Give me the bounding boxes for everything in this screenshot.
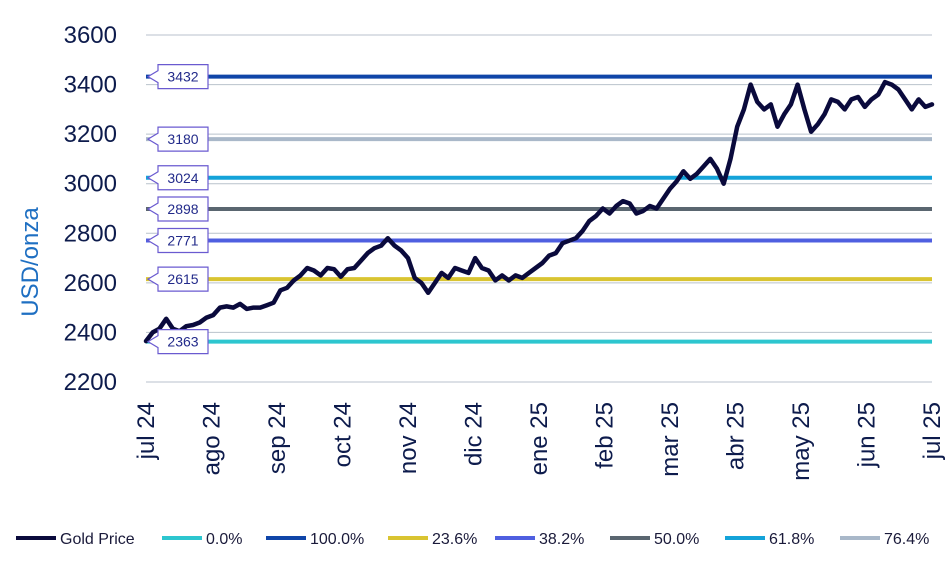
legend-item: 0.0% [162, 531, 242, 548]
legend-item: 100.0% [266, 531, 364, 548]
x-tick-label: dic 24 [461, 402, 488, 466]
level-value-label: 2771 [167, 232, 198, 248]
level-callout: 2771 [146, 227, 209, 254]
fibonacci-levels [146, 74, 932, 344]
y-axis-title: USD/onza [17, 207, 44, 317]
y-tick-label: 3200 [64, 121, 117, 148]
x-tick-label: ene 25 [526, 402, 553, 475]
legend-label: 0.0% [206, 531, 242, 548]
level-callout: 3432 [146, 64, 209, 90]
callout-box [146, 196, 209, 222]
legend-label: 23.6% [432, 531, 477, 548]
callout-box [146, 227, 209, 254]
callout-box [146, 64, 209, 90]
level-callout: 2363 [146, 328, 209, 355]
x-tick-label: jul 24 [133, 402, 160, 460]
x-tick-label: ago 24 [199, 402, 226, 475]
legend-label: 38.2% [539, 531, 584, 548]
legend-item: 76.4% [840, 531, 929, 548]
level-value-label: 3024 [167, 170, 198, 186]
x-tick-label: oct 24 [330, 402, 357, 467]
y-tick-label: 2800 [64, 220, 117, 247]
x-tick-label: mar 25 [657, 402, 684, 477]
level-value-label: 2363 [167, 334, 198, 350]
legend-label: 76.4% [884, 531, 929, 548]
legend-item: 23.6% [388, 531, 477, 548]
level-callout: 2898 [146, 196, 209, 222]
callout-box [146, 266, 209, 292]
x-axis: jul 24 ago 24 sep 24 oct 24 nov 24 dic 24 ene … [133, 402, 945, 481]
y-tick-label: 3400 [64, 72, 117, 99]
level-value-label: 2898 [167, 201, 198, 217]
y-tick-label: 3000 [64, 171, 117, 198]
x-tick-label: jul 25 [919, 402, 945, 460]
level-labels: 2363 3432 2615 2771 2898 3024 3180 [146, 64, 209, 355]
gridlines [146, 34, 932, 383]
callout-box [146, 126, 209, 152]
level-callout: 3180 [146, 126, 209, 152]
x-tick-label: jun 25 [854, 402, 881, 468]
legend: Gold Price 0.0% 100.0% 23.6% 38.2% 50.0% 61.8%… [16, 531, 929, 548]
x-tick-label: nov 24 [395, 402, 422, 474]
price-series [143, 79, 935, 344]
legend-label: 61.8% [769, 531, 814, 548]
y-axis: 2200 2400 2600 2800 3000 3200 3400 3600 [64, 22, 117, 396]
gold-price-line [143, 79, 935, 344]
legend-label: Gold Price [60, 531, 135, 548]
y-tick-label: 2200 [64, 369, 117, 396]
legend-item: 50.0% [610, 531, 699, 548]
callout-box [146, 328, 209, 355]
y-tick-label: 3600 [64, 22, 117, 49]
legend-item: 61.8% [725, 531, 814, 548]
callout-box [146, 165, 209, 191]
x-tick-label: sep 24 [264, 402, 291, 474]
legend-item: 38.2% [495, 531, 584, 548]
level-value-label: 2615 [167, 271, 198, 287]
y-tick-label: 2600 [64, 270, 117, 297]
level-callout: 2615 [146, 266, 209, 292]
legend-label: 100.0% [310, 531, 364, 548]
legend-label: 50.0% [654, 531, 699, 548]
x-tick-label: feb 25 [592, 402, 619, 469]
legend-item: Gold Price [16, 531, 135, 548]
y-tick-label: 2400 [64, 319, 117, 346]
level-value-label: 3432 [167, 69, 198, 85]
x-tick-label: may 25 [788, 402, 815, 481]
x-tick-label: abr 25 [723, 402, 750, 470]
level-value-label: 3180 [167, 131, 198, 147]
level-callout: 3024 [146, 165, 209, 191]
